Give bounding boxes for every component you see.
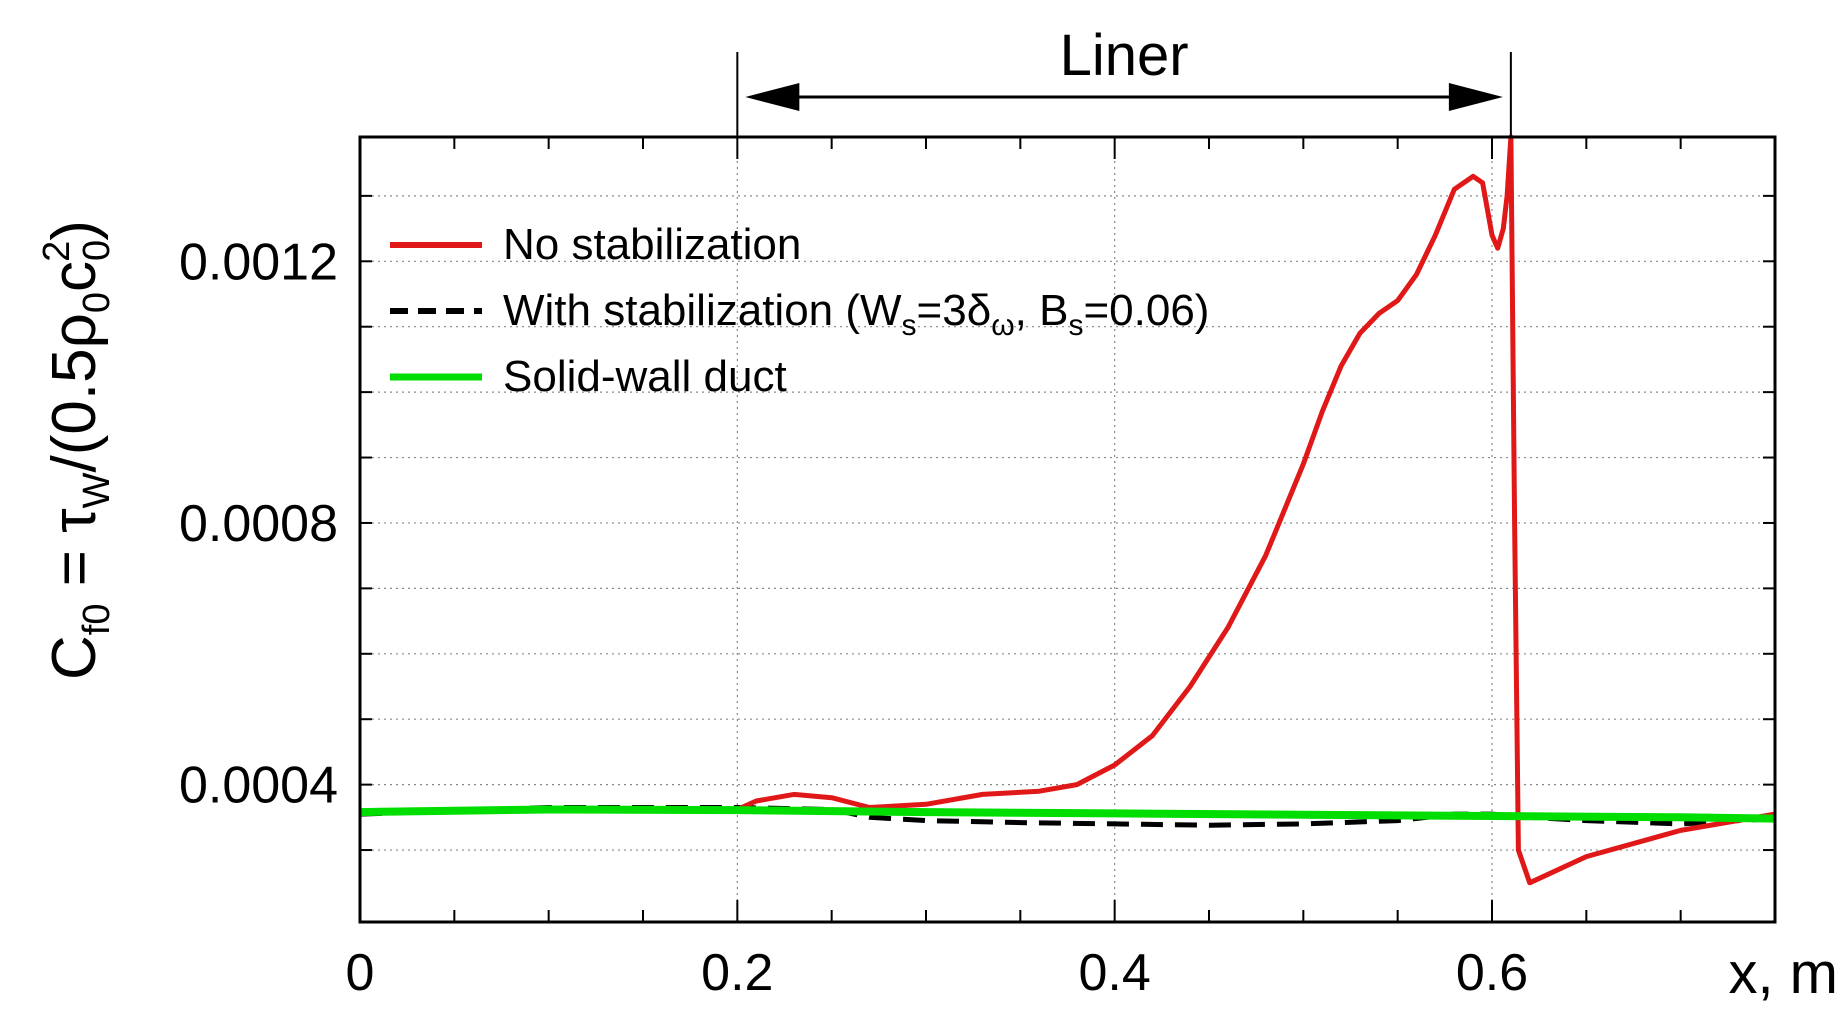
y-tick-label: 0.0012 (179, 233, 338, 291)
x-axis-label: x, m (1728, 941, 1838, 1006)
x-tick-label: 0.4 (1079, 944, 1151, 1002)
liner-arrowhead-right (1448, 83, 1503, 111)
legend-label-no-stabilization: No stabilization (503, 220, 801, 269)
series-layer (359, 134, 1776, 886)
series-line-solid (359, 805, 1776, 823)
x-tick-label: 0.2 (701, 944, 773, 1002)
liner-label: Liner (1060, 23, 1189, 88)
y-tick-labels: 0.0004 0.0008 0.0012 (179, 233, 338, 814)
plot-frame (358, 135, 1777, 924)
x-tick-labels: 0 0.2 0.4 0.6 (346, 944, 1529, 1002)
x-tick-label: 0.6 (1456, 944, 1528, 1002)
y-tick-label: 0.0008 (179, 495, 338, 553)
grid (360, 137, 1775, 922)
legend: No stabilization With stabilization (Ws=… (390, 220, 1209, 401)
legend-label-with-stabilization: With stabilization (Ws=3δω, Bs=0.06) (503, 286, 1209, 342)
liner-arrowhead-left (745, 83, 800, 111)
y-tick-label: 0.0004 (179, 757, 338, 815)
legend-label-solid-wall: Solid-wall duct (503, 352, 787, 401)
y-axis-label: Cf0 = τW/(0.5ρ0c02) (36, 220, 118, 680)
x-tick-label: 0 (346, 944, 375, 1002)
series-line-no_stab (359, 134, 1776, 886)
liner-annotation: Liner (736, 23, 1512, 137)
